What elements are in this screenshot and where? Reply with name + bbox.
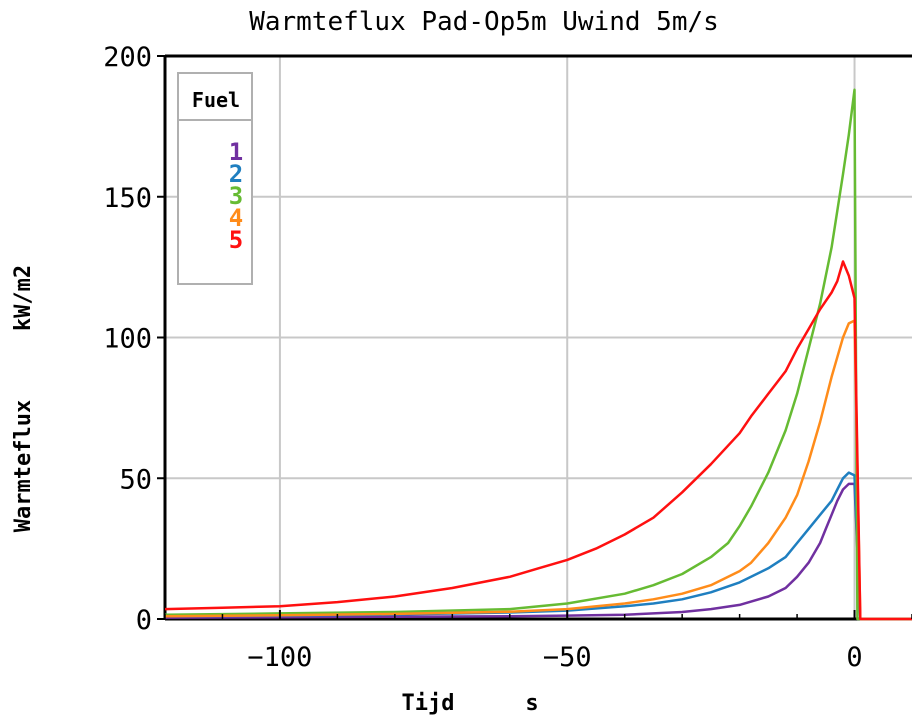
series-line-5 — [164, 260, 912, 621]
legend-entry-4: 4 — [229, 204, 243, 232]
y-tick-label-2: 100 — [103, 324, 152, 355]
x-tick-label-2: 0 — [846, 642, 862, 673]
grid — [165, 56, 912, 619]
y-tick-label-1: 50 — [119, 464, 152, 495]
series-line-2 — [164, 471, 912, 621]
y-tick-label-3: 150 — [103, 183, 152, 214]
legend-title: Fuel — [192, 88, 240, 112]
y-tick-label-0: 0 — [136, 605, 152, 636]
y-tick-label-4: 200 — [103, 42, 152, 73]
x-axis-label: Tijd — [402, 691, 455, 716]
series-group — [164, 88, 912, 621]
y-axis-label: Warmteflux — [11, 400, 36, 532]
legend-entry-1: 1 — [229, 138, 243, 166]
chart-title: Warmteflux Pad-Op5m Uwind 5m/s — [249, 7, 719, 37]
series-line-3 — [164, 88, 912, 621]
ticks: −100 −50 0 0 50 100 150 200 — [103, 42, 912, 673]
x-tick-label-1: −50 — [543, 642, 592, 673]
legend-entry-2: 2 — [229, 160, 243, 188]
legend-box — [177, 72, 253, 285]
series-line-4 — [164, 319, 912, 621]
legend-entry-3: 3 — [229, 182, 243, 210]
y-axis-unit: kW/m2 — [11, 265, 36, 331]
legend-entry-5: 5 — [229, 226, 243, 254]
x-axis-unit: s — [525, 691, 538, 716]
series-line-1 — [164, 482, 912, 621]
x-tick-label-0: −100 — [247, 642, 312, 673]
